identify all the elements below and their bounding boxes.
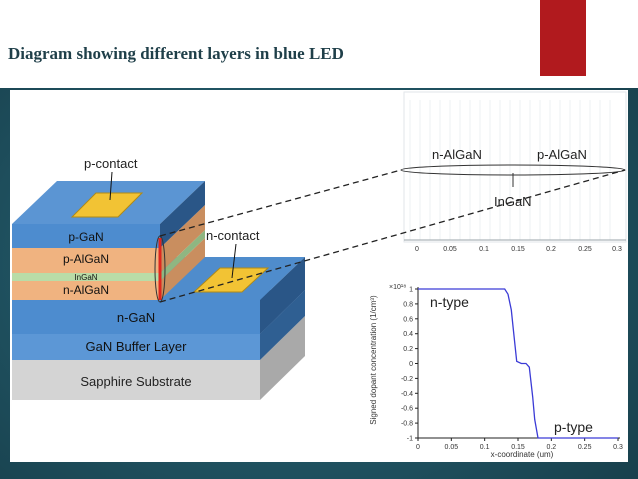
zoom-panel: n-AlGaN p-AlGaN InGaN 0 0.05 0.1 0.15 0.… <box>400 91 627 253</box>
dopant-chart: ×10¹⁸ 1 0.8 0.6 0.4 0.2 0 -0.2 -0.4 -0.6 -0.8 -1 0… <box>366 280 626 462</box>
chart-x-label: x-coordinate (um) <box>491 450 554 459</box>
x-tick-label: 0.25 <box>578 444 592 451</box>
y-tick-label: 1 <box>409 287 413 294</box>
zoom-tick: 0.05 <box>443 246 457 253</box>
dopant-series-line <box>418 288 618 439</box>
zoom-x-ticks: 0 0.05 0.1 0.15 0.2 0.25 0.3 <box>415 246 622 253</box>
zoom-tick: 0.3 <box>612 246 622 253</box>
layer-n-algan: n-AlGaN <box>63 283 109 297</box>
title-bar <box>0 0 638 88</box>
x-tick-label: 0 <box>416 444 420 451</box>
zoom-tick: 0 <box>415 246 419 253</box>
y-tick-label: -1 <box>407 436 413 443</box>
y-tick-label: -0.8 <box>401 421 413 428</box>
layer-sapphire-substrate: Sapphire Substrate <box>80 374 191 389</box>
annotation-p-type: p-type <box>554 419 593 435</box>
layer-p-gan: p-GaN <box>68 230 103 244</box>
p-contact-pad <box>70 192 144 218</box>
y-tick-label: 0.8 <box>403 301 413 308</box>
layer-gan-buffer: GaN Buffer Layer <box>86 339 188 354</box>
label-p-contact: p-contact <box>84 156 138 171</box>
zoom-line-bottom <box>159 169 626 303</box>
label-n-contact: n-contact <box>206 228 260 243</box>
zoom-tick: 0.15 <box>511 246 525 253</box>
x-tick-label: 0.05 <box>445 444 459 451</box>
n-contact-pad <box>192 267 270 293</box>
led-stack: Sapphire Substrate GaN Buffer Layer n-Ga… <box>12 156 305 400</box>
y-tick-label: 0 <box>409 361 413 368</box>
slide-title: Diagram showing different layers in blue… <box>8 44 344 63</box>
zoom-tick: 0.2 <box>546 246 556 253</box>
chart-multiplier: ×10¹⁸ <box>389 284 406 291</box>
zoom-tick: 0.25 <box>578 246 592 253</box>
y-tick-label: -0.4 <box>401 391 413 398</box>
annotation-n-type: n-type <box>430 294 469 310</box>
zoom-label-ingan: InGaN <box>494 194 532 209</box>
accent-block <box>540 0 586 76</box>
y-ticks: 1 0.8 0.6 0.4 0.2 0 -0.2 -0.4 -0.6 -0.8 -1 <box>401 287 418 443</box>
layer-n-gan: n-GaN <box>117 310 155 325</box>
y-tick-label: -0.6 <box>401 406 413 413</box>
x-tick-label: 0.2 <box>546 444 556 451</box>
zoom-tick: 0.1 <box>479 246 489 253</box>
y-tick-label: 0.6 <box>403 316 413 323</box>
layer-p-algan: p-AlGaN <box>63 252 109 266</box>
y-tick-label: 0.4 <box>403 331 413 338</box>
zoom-label-p-algan: p-AlGaN <box>537 147 587 162</box>
zoom-label-n-algan: n-AlGaN <box>432 147 482 162</box>
x-ticks: 0 0.05 0.1 0.15 0.2 0.25 0.3 <box>416 438 623 451</box>
y-tick-label: 0.2 <box>403 346 413 353</box>
chart-y-label: Signed dopant concentration (1/cm³) <box>369 295 378 425</box>
layer-ingan: InGaN <box>74 273 97 282</box>
x-tick-label: 0.15 <box>511 444 525 451</box>
zoom-line-top <box>159 169 402 237</box>
y-tick-label: -0.2 <box>401 376 413 383</box>
x-tick-label: 0.3 <box>613 444 623 451</box>
x-tick-label: 0.1 <box>480 444 490 451</box>
